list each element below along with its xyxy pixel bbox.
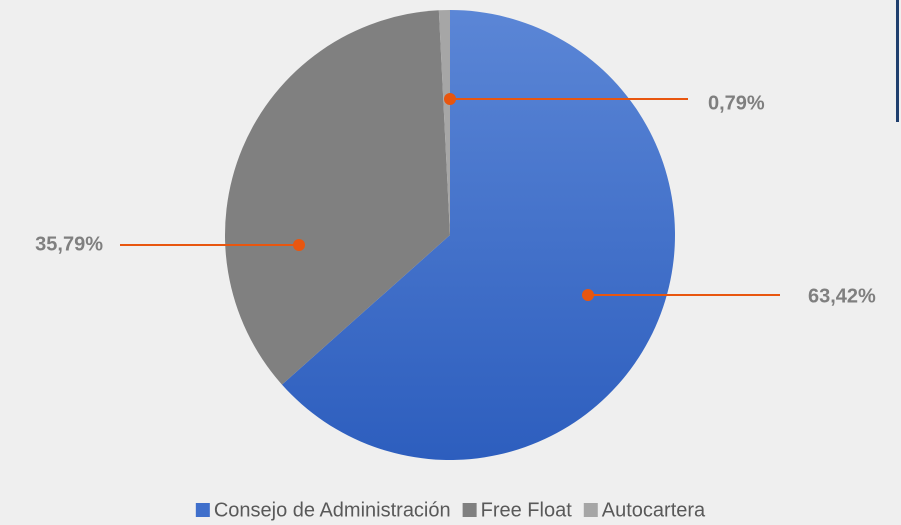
legend-label: Free Float [481, 499, 573, 521]
legend-swatch [583, 503, 598, 517]
leader-dot [293, 239, 305, 251]
pie-slice [438, 10, 450, 235]
legend-label: Autocartera [602, 499, 706, 521]
data-label: 35,79% [35, 233, 103, 255]
data-labels: 63,42% 35,79% 0,79% [35, 92, 876, 307]
legend-label: Consejo de Administración [214, 499, 451, 521]
data-label: 0,79% [708, 92, 765, 114]
pie [225, 10, 675, 460]
leader-dot [582, 289, 594, 301]
leader-dot [444, 93, 456, 105]
pie-slice [281, 10, 675, 460]
pie-slice [225, 10, 450, 385]
data-label: 63,42% [808, 285, 876, 307]
legend-swatch [195, 503, 210, 517]
legend-swatch [462, 503, 477, 517]
decoration-bar [896, 0, 899, 122]
legend: Consejo de Administración Free Float Autoc… [195, 499, 706, 521]
